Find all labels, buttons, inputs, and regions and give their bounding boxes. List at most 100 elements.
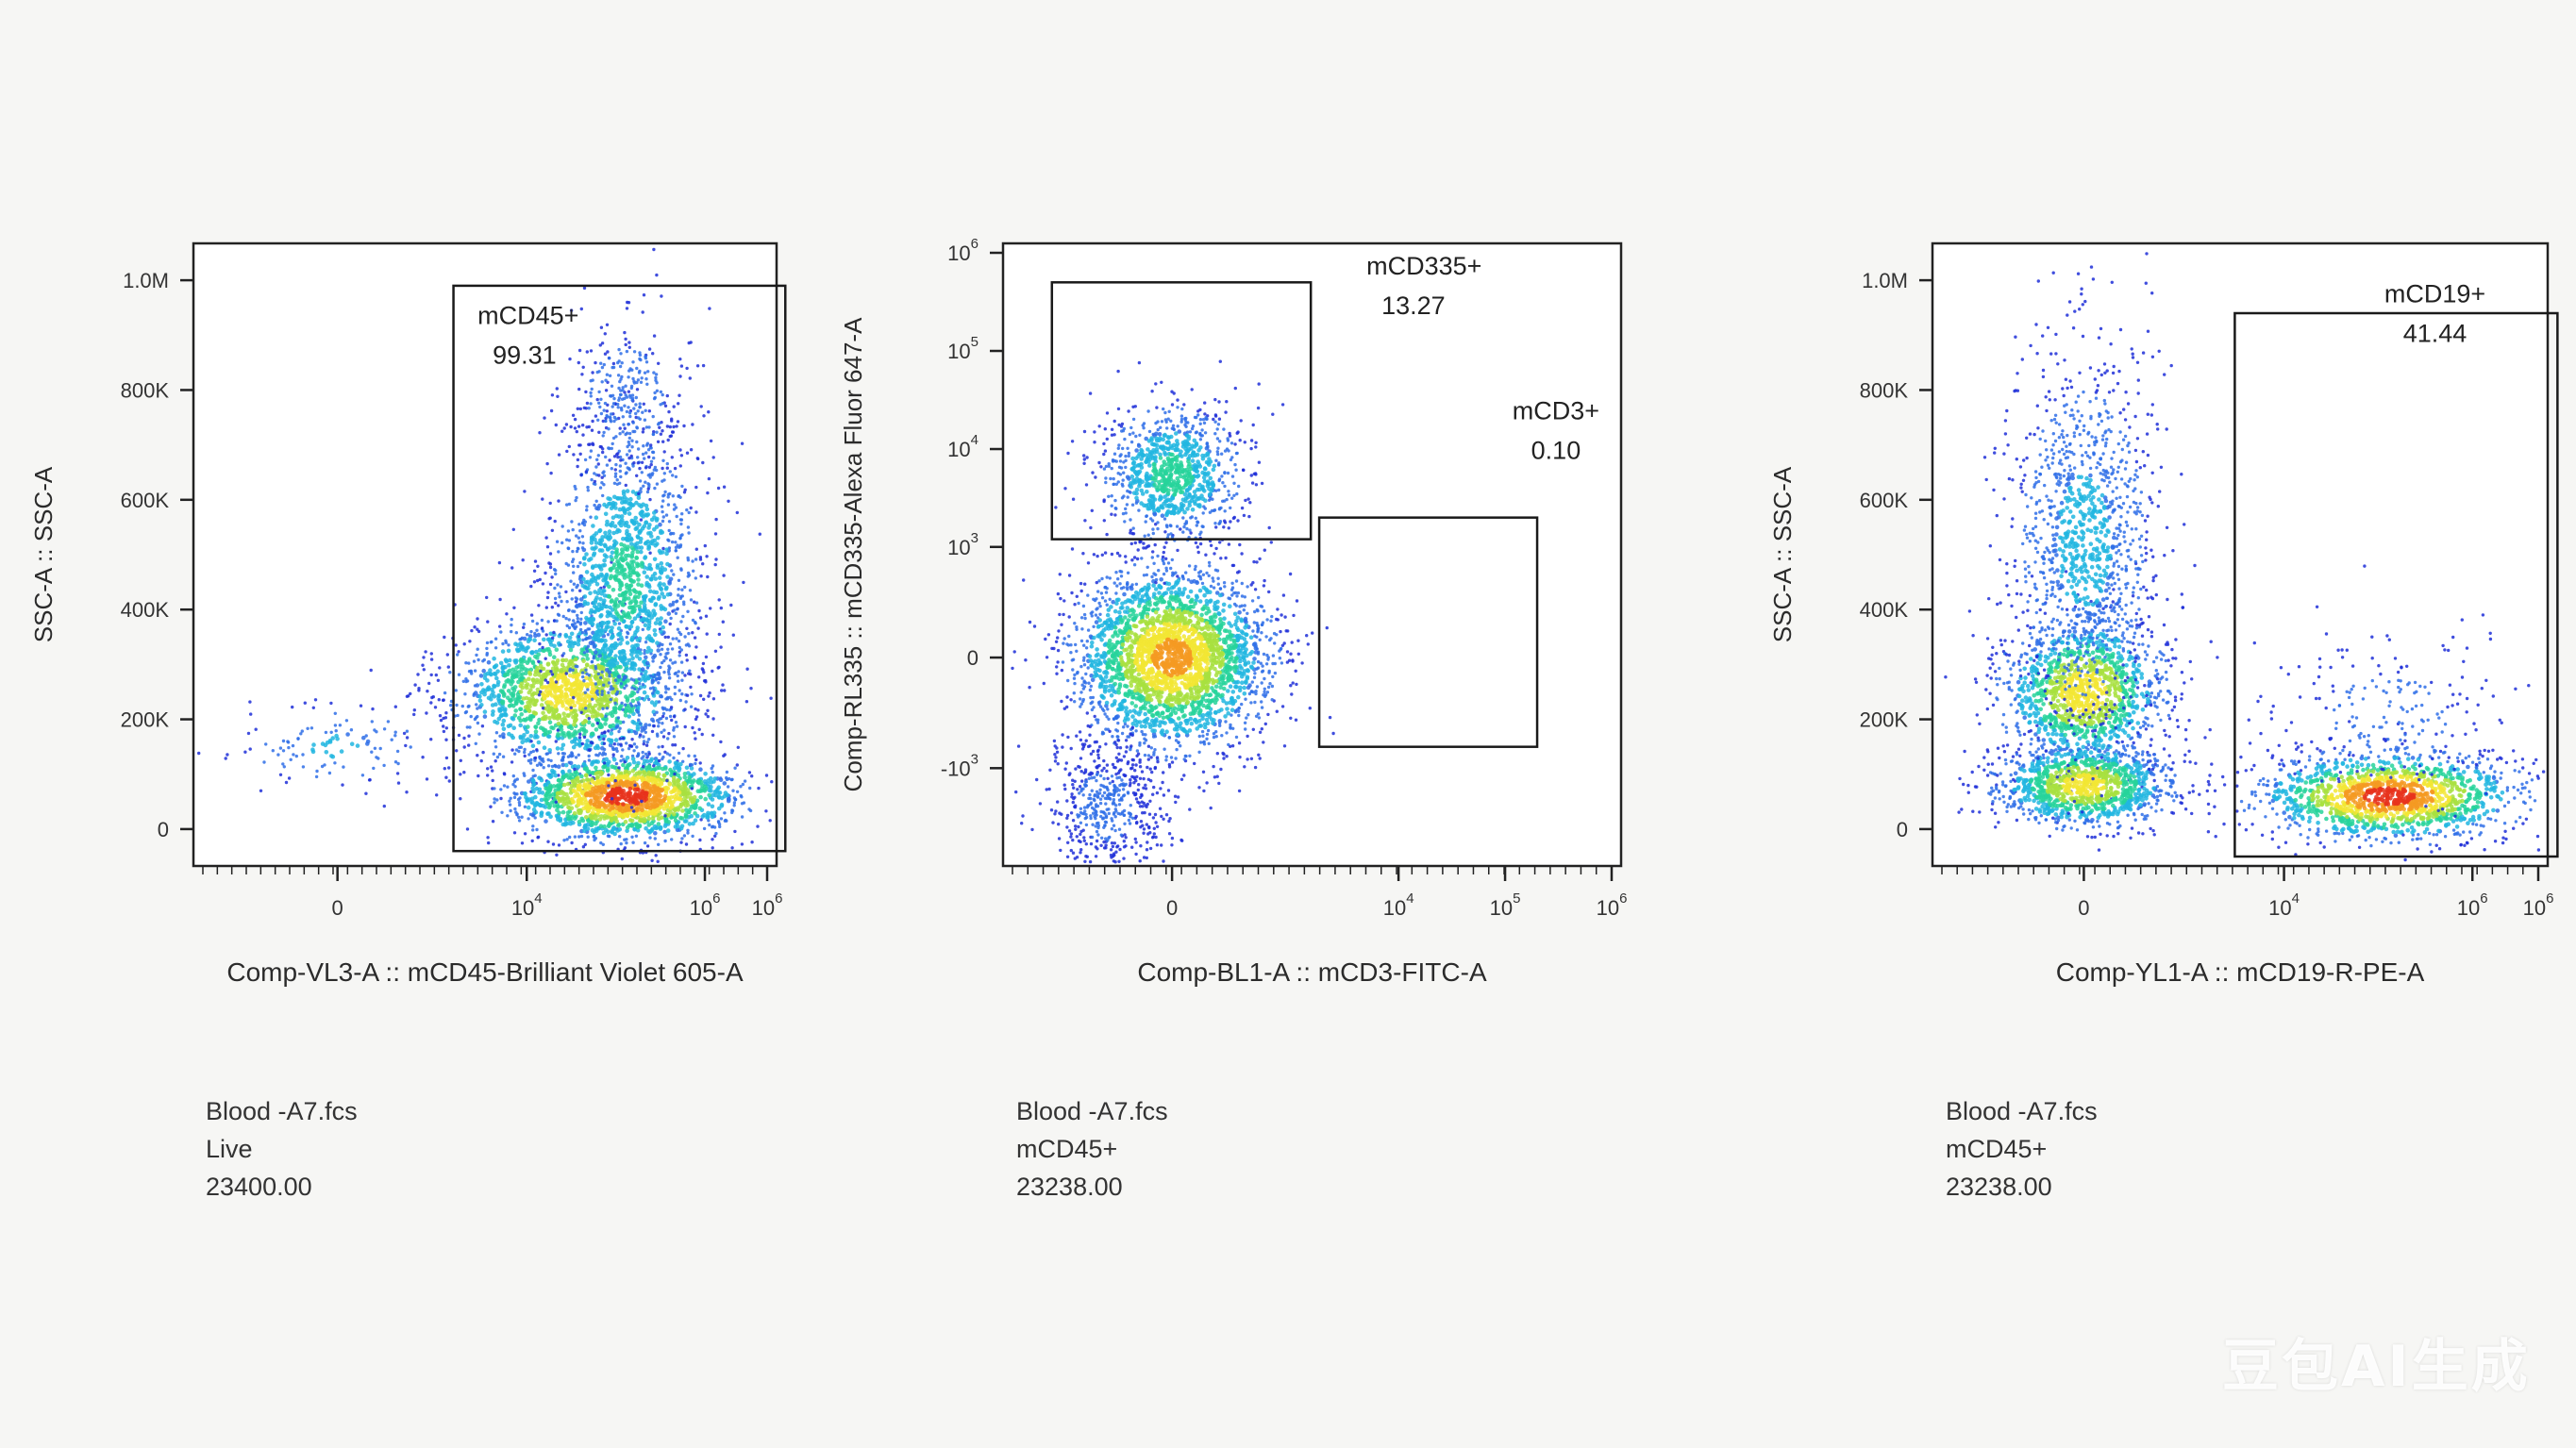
event-dot bbox=[618, 469, 622, 474]
event-dot bbox=[644, 574, 649, 579]
event-dot bbox=[659, 390, 663, 394]
event-dot bbox=[631, 421, 635, 424]
event-dot bbox=[691, 423, 694, 426]
event-dot bbox=[627, 436, 631, 441]
event-dot bbox=[590, 714, 595, 719]
event-dot bbox=[620, 857, 624, 861]
event-dot bbox=[656, 719, 660, 723]
event-dot bbox=[604, 604, 610, 609]
event-dot bbox=[653, 391, 657, 395]
event-dot bbox=[292, 753, 295, 757]
event-dot bbox=[632, 616, 638, 621]
event-dot bbox=[730, 808, 734, 812]
event-dot bbox=[590, 723, 595, 727]
event-dot bbox=[472, 659, 477, 663]
event-dot bbox=[642, 765, 645, 769]
event-dot bbox=[660, 505, 664, 508]
event-dot bbox=[549, 471, 553, 475]
event-dot bbox=[499, 796, 503, 801]
event-dot bbox=[520, 841, 525, 845]
event-dot bbox=[513, 660, 518, 665]
event-dot bbox=[624, 483, 627, 488]
event-dot bbox=[666, 635, 670, 640]
event-dot bbox=[674, 549, 677, 553]
event-dot bbox=[608, 724, 612, 729]
event-dot bbox=[685, 658, 689, 662]
event-dot bbox=[638, 466, 642, 471]
event-dot bbox=[605, 707, 610, 710]
event-dot bbox=[338, 724, 343, 727]
event-dot bbox=[685, 366, 689, 371]
event-dot bbox=[644, 743, 649, 747]
event-dot bbox=[634, 704, 638, 707]
event-dot bbox=[447, 779, 451, 783]
event-dot bbox=[500, 810, 504, 814]
event-dot bbox=[613, 474, 618, 478]
event-dot bbox=[548, 501, 552, 506]
event-dot bbox=[573, 835, 577, 839]
event-dot bbox=[644, 670, 648, 674]
event-dot bbox=[631, 759, 637, 765]
event-dot bbox=[286, 741, 291, 744]
event-dot bbox=[594, 664, 597, 669]
event-dot bbox=[635, 745, 639, 749]
event-dot bbox=[668, 642, 673, 646]
event-dot bbox=[509, 796, 512, 800]
event-dot bbox=[646, 487, 650, 491]
event-dot bbox=[625, 547, 630, 552]
event-dot bbox=[291, 743, 295, 748]
event-dot bbox=[618, 464, 623, 468]
event-dot bbox=[610, 728, 614, 732]
population-1 bbox=[197, 698, 485, 795]
event-dot bbox=[621, 707, 625, 711]
event-dot bbox=[491, 769, 494, 773]
event-dot bbox=[429, 701, 433, 705]
event-dot bbox=[661, 774, 667, 778]
event-dot bbox=[569, 706, 573, 709]
event-dot bbox=[477, 732, 481, 736]
event-dot bbox=[764, 774, 769, 777]
event-dot bbox=[698, 761, 702, 765]
event-dot bbox=[702, 812, 707, 818]
event-dot bbox=[678, 815, 683, 821]
event-dot bbox=[607, 729, 611, 733]
event-dot bbox=[520, 815, 524, 819]
event-dot bbox=[646, 645, 651, 651]
event-dot bbox=[678, 358, 682, 361]
event-dot bbox=[523, 832, 527, 836]
event-dot bbox=[588, 591, 593, 596]
event-dot bbox=[677, 654, 681, 657]
event-dot bbox=[644, 360, 649, 364]
event-dot bbox=[710, 804, 715, 809]
event-dot bbox=[623, 819, 628, 824]
event-dot bbox=[585, 739, 590, 743]
event-dot bbox=[672, 424, 676, 429]
event-dot bbox=[646, 531, 651, 536]
event-dot bbox=[422, 656, 426, 659]
event-dot bbox=[555, 540, 560, 543]
event-dot bbox=[554, 740, 558, 743]
event-dot bbox=[444, 726, 448, 730]
event-dot bbox=[644, 425, 649, 429]
event-dot bbox=[563, 657, 569, 663]
event-dot bbox=[627, 511, 632, 516]
event-dot bbox=[667, 409, 671, 414]
event-dot bbox=[575, 597, 579, 601]
event-dot bbox=[443, 691, 447, 695]
event-dot bbox=[537, 659, 541, 663]
event-dot bbox=[689, 766, 694, 771]
event-dot bbox=[623, 426, 627, 430]
event-dot bbox=[560, 742, 566, 748]
event-dot bbox=[493, 759, 497, 763]
event-dot bbox=[654, 854, 658, 857]
event-dot bbox=[576, 764, 581, 770]
event-dot bbox=[556, 728, 560, 732]
event-dot bbox=[300, 729, 304, 733]
event-dot bbox=[657, 575, 662, 580]
event-dot bbox=[602, 824, 607, 829]
event-dot bbox=[627, 601, 633, 606]
event-dot bbox=[626, 793, 631, 798]
event-dot bbox=[476, 617, 479, 621]
event-dot bbox=[663, 586, 669, 591]
event-dot bbox=[464, 709, 469, 714]
